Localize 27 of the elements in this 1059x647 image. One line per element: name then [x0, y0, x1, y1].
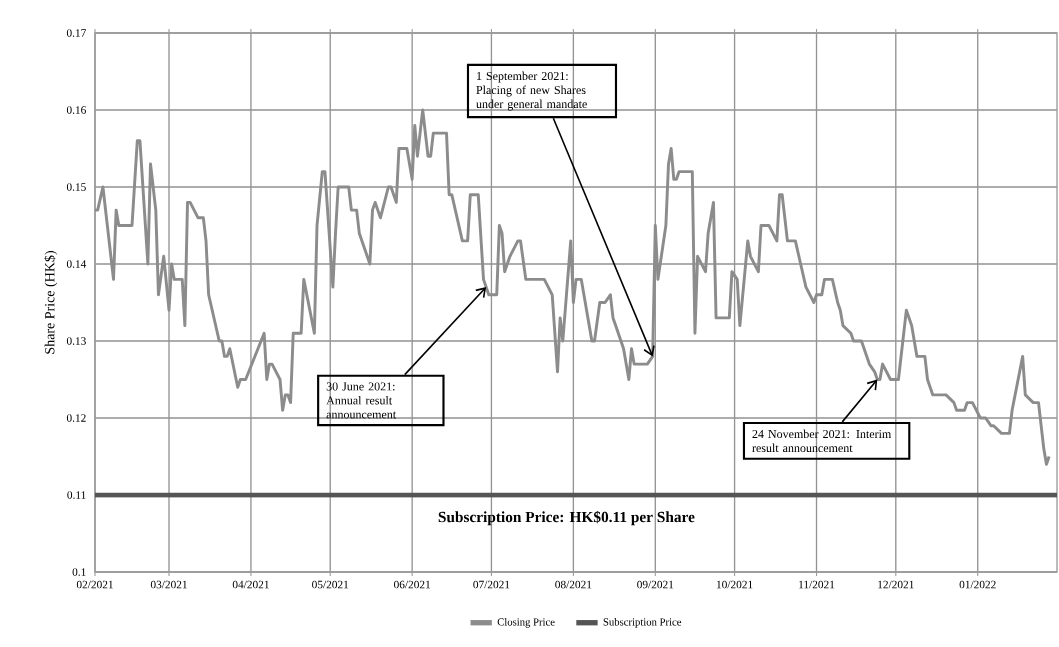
y-axis-title: Share Price (HK$): [44, 251, 58, 354]
legend-label: Closing Price: [497, 618, 555, 628]
annotation: 1 September 2021: Placing of new Shares under general mandate: [476, 71, 587, 111]
x-tick-label: 01/2022: [959, 580, 996, 589]
y-tick-label: 0.1: [72, 568, 86, 576]
y-tick-label: 0.17: [66, 29, 86, 37]
x-tick-label: 12/2021: [878, 580, 914, 589]
x-tick-label: 11/2021: [799, 580, 835, 589]
x-tick-label: 10/2021: [717, 580, 753, 589]
x-tick-label: 06/2021: [394, 580, 431, 589]
annotation: 24 November 2021: Interim result announcement: [752, 429, 892, 453]
x-tick-label: 02/2021: [76, 580, 113, 589]
x-tick-label: 09/2021: [637, 580, 674, 589]
legend-label: Subscription Price: [603, 618, 682, 628]
x-tick-label: 07/2021: [473, 580, 510, 589]
y-tick-label: 0.12: [66, 414, 86, 422]
annotation: Subscription Price: HK$0.11 per Share: [438, 510, 695, 526]
annotation: 30 June 2021: Annual result announcement: [326, 382, 397, 419]
x-tick-label: 03/2021: [150, 580, 187, 589]
y-tick-label: 0.15: [66, 183, 86, 191]
x-tick-label: 05/2021: [312, 580, 349, 589]
y-tick-label: 0.13: [66, 337, 86, 345]
y-tick-label: 0.11: [67, 491, 86, 499]
y-tick-label: 0.16: [66, 106, 86, 114]
y-tick-label: 0.14: [66, 260, 87, 268]
x-tick-label: 08/2021: [555, 580, 592, 589]
x-tick-label: 04/2021: [232, 580, 269, 589]
